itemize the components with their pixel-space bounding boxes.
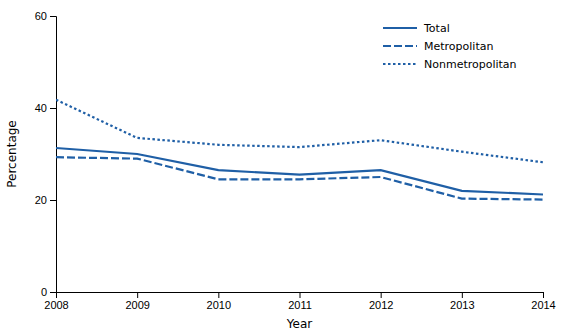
tick: 2010	[207, 292, 231, 311]
tick-label: 0	[41, 286, 47, 298]
legend-item: Metropolitan	[383, 40, 493, 53]
legend-label: Total	[423, 22, 450, 35]
chart: 2008 2009 2010 2011 2012 2013 2014 0 20 40 60 Total…	[0, 0, 561, 336]
x-axis: 2008 2009 2010 2011 2012 2013 2014	[44, 292, 555, 311]
tick-mark	[381, 292, 382, 298]
legend-label: Metropolitan	[424, 40, 493, 53]
tick: 40	[35, 102, 56, 114]
tick: 60	[35, 10, 56, 22]
tick: 2011	[288, 292, 312, 311]
tick: 0	[41, 286, 56, 298]
series-line	[56, 100, 543, 163]
tick-mark	[50, 292, 56, 293]
tick-label: 60	[35, 10, 47, 22]
tick: 2012	[369, 292, 393, 311]
tick-mark	[218, 292, 219, 298]
tick-label: 2012	[369, 299, 393, 311]
tick: 2009	[125, 292, 149, 311]
tick-mark	[543, 292, 544, 298]
tick: 2013	[450, 292, 474, 311]
x-axis-title: Year	[286, 317, 312, 331]
tick-label: 40	[35, 102, 47, 114]
legend: Total Metropolitan Nonmetropolitan	[383, 22, 517, 71]
legend-swatch	[383, 63, 417, 65]
series-line	[56, 157, 543, 199]
legend-item: Total	[383, 22, 450, 35]
legend-item: Nonmetropolitan	[383, 58, 517, 71]
tick-label: 2013	[450, 299, 474, 311]
plot: 2008 2009 2010 2011 2012 2013 2014 0 20 40 60 Total…	[35, 10, 556, 311]
tick-label: 2008	[44, 299, 68, 311]
legend-swatch	[383, 45, 417, 47]
legend-swatch	[383, 27, 417, 29]
tick: 20	[35, 194, 56, 206]
tick-label: 2009	[125, 299, 149, 311]
tick-label: 2011	[288, 299, 312, 311]
tick-mark	[50, 200, 56, 201]
tick-label: 20	[35, 194, 47, 206]
legend-label: Nonmetropolitan	[424, 58, 517, 71]
tick: 2008	[44, 292, 68, 311]
y-axis: 0 20 40 60	[35, 10, 57, 298]
tick-label: 2010	[207, 299, 231, 311]
tick: 2014	[531, 292, 555, 311]
tick-label: 2014	[531, 299, 555, 311]
tick-mark	[462, 292, 463, 298]
tick-mark	[137, 292, 138, 298]
tick-mark	[300, 292, 301, 298]
series-line	[56, 148, 543, 194]
y-axis-title: Percentage	[5, 120, 19, 188]
lines	[56, 100, 543, 200]
tick-mark	[50, 16, 56, 17]
axis-line	[50, 17, 57, 293]
tick-mark	[50, 108, 56, 109]
axis-line	[57, 293, 544, 299]
